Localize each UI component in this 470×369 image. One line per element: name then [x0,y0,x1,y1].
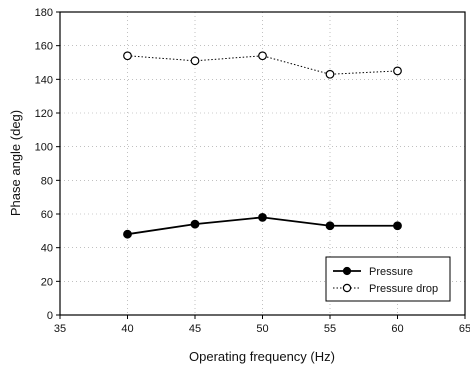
data-point-pressure-drop [190,56,200,66]
y-tick-label: 120 [35,108,53,120]
series-line-pressure-drop [127,55,398,75]
y-tick-label: 100 [35,142,53,154]
legend-box [325,256,451,302]
data-point-pressure-drop [393,66,402,76]
x-tick-label: 55 [324,323,336,335]
y-axis-ticks: 0 20 40 60 80 100 120 140 160 180 [35,7,60,322]
data-point-pressure [325,221,335,231]
data-point-pressure [258,212,267,222]
x-tick-label: 65 [459,323,470,335]
legend-pressure-drop-label: Pressure drop [369,283,438,295]
y-axis-title: Phase angle (deg) [8,110,23,216]
legend-pressure-drop-marker [342,283,352,293]
legend-pressure-marker [342,266,352,276]
legend: Pressure Pressure drop [325,256,451,302]
y-tick-label: 0 [47,310,53,322]
data-point-pressure [123,229,132,239]
x-tick-label: 50 [256,323,268,335]
x-axis-title: Operating frequency (Hz) [189,349,335,364]
data-point-pressure-drop [258,51,267,61]
x-axis-ticks: 35 40 45 50 55 60 65 [54,315,470,335]
y-tick-label: 80 [41,175,53,187]
x-tick-label: 35 [54,323,66,335]
x-tick-label: 40 [121,323,133,335]
data-point-pressure-drop [325,69,335,79]
y-tick-label: 60 [41,209,53,221]
legend-pressure-label: Pressure [369,266,413,278]
y-tick-label: 140 [35,74,53,86]
y-tick-label: 180 [35,7,53,19]
y-tick-label: 40 [41,243,53,255]
series [123,51,402,239]
data-point-pressure [393,221,402,231]
data-point-pressure-drop [123,51,132,61]
data-point-pressure [190,219,200,229]
y-tick-label: 20 [41,276,53,288]
x-tick-label: 60 [391,323,403,335]
x-tick-label: 45 [189,323,201,335]
y-tick-label: 160 [35,41,53,53]
